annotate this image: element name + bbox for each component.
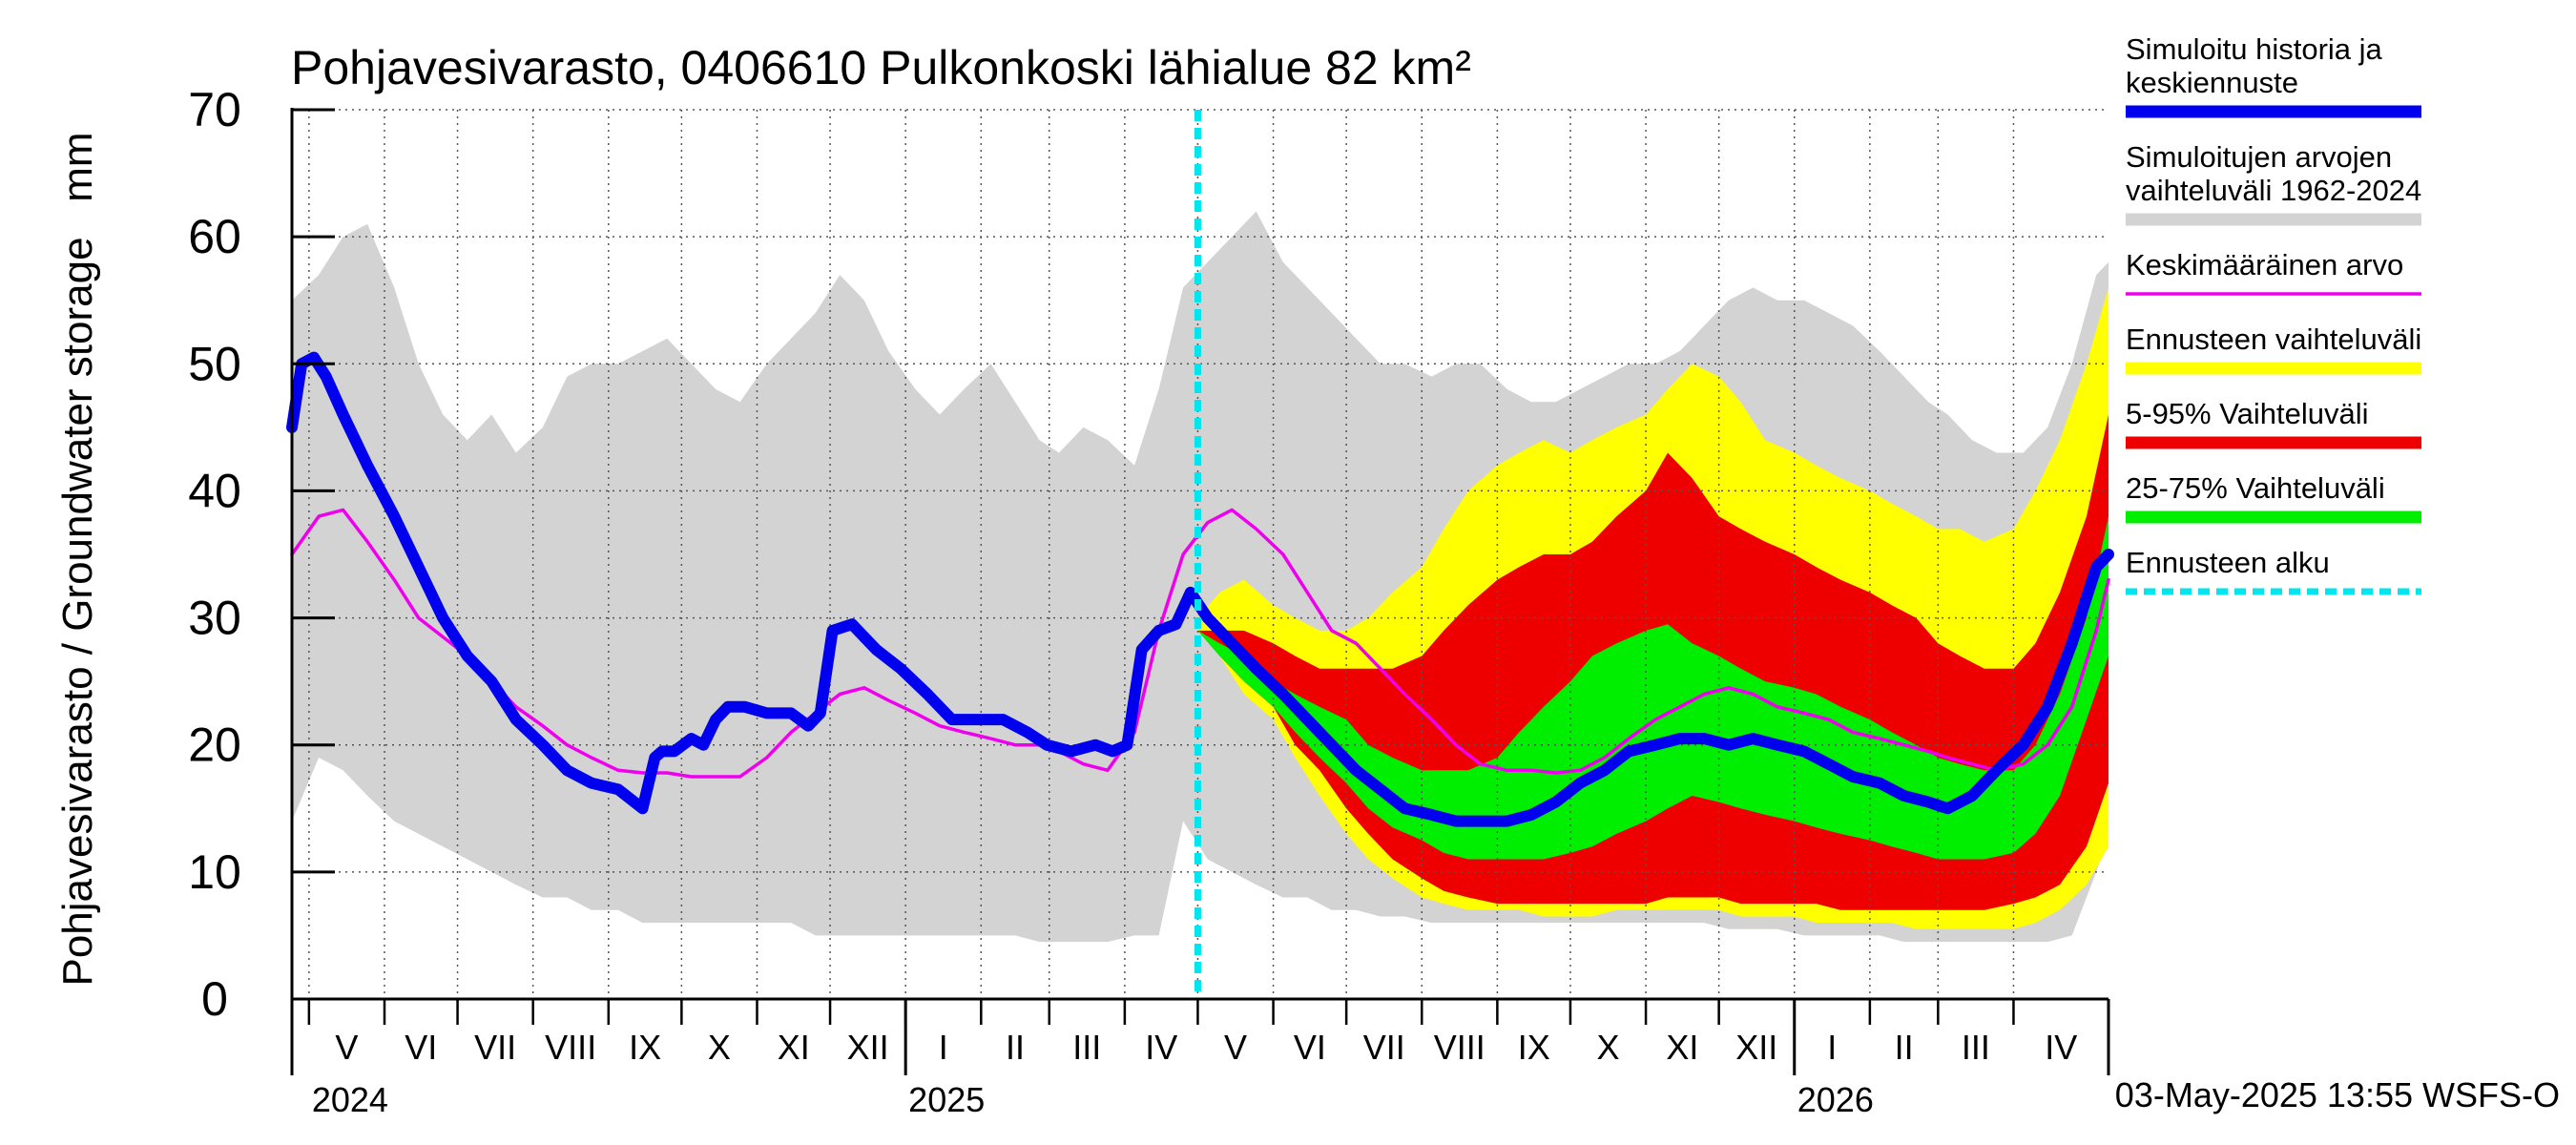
month-label-3: VIII <box>545 1028 596 1067</box>
band-series-3 <box>1197 516 2109 860</box>
month-label-8: I <box>939 1028 948 1067</box>
year-label-2: 2026 <box>1797 1080 1874 1119</box>
y-tick-label-30: 30 <box>188 592 241 645</box>
legend-text-3-0: Ennusteen vaihteluväli <box>2126 323 2421 356</box>
month-label-11: IV <box>1145 1028 1177 1067</box>
month-label-4: IX <box>629 1028 661 1067</box>
month-label-9: II <box>1006 1028 1025 1067</box>
month-label-14: VII <box>1363 1028 1405 1067</box>
legend-text-2-0: Keskimääräinen arvo <box>2126 248 2403 281</box>
month-label-21: II <box>1895 1028 1914 1067</box>
month-label-20: I <box>1827 1028 1837 1067</box>
y-tick-label-50: 50 <box>188 337 241 390</box>
month-label-13: VI <box>1294 1028 1326 1067</box>
month-label-18: XI <box>1666 1028 1698 1067</box>
axes <box>290 108 2110 1075</box>
month-label-17: X <box>1596 1028 1619 1067</box>
month-label-0: V <box>335 1028 358 1067</box>
series-lines <box>286 351 2114 827</box>
month-label-2: VII <box>474 1028 516 1067</box>
y-tick-label-20: 20 <box>188 718 241 772</box>
month-label-23: IV <box>2045 1028 2077 1067</box>
month-label-12: V <box>1224 1028 1247 1067</box>
month-label-6: XI <box>778 1028 810 1067</box>
legend-text-0-1: keskiennuste <box>2126 66 2298 99</box>
month-label-10: III <box>1072 1028 1101 1067</box>
month-label-5: X <box>708 1028 731 1067</box>
y-tick-label-10: 10 <box>188 845 241 899</box>
month-label-7: XII <box>847 1028 889 1067</box>
year-label-0: 2024 <box>312 1080 388 1119</box>
year-label-1: 2025 <box>908 1080 985 1119</box>
line-series-5 <box>286 351 2114 827</box>
month-labels: V VI VII VIII IX X XI XII I II III IV V VI VII VIII IX X X… <box>335 1028 2077 1067</box>
legend-text-5-0: 25-75% Vaihteluväli <box>2126 471 2385 505</box>
legend-text-4-0: 5-95% Vaihteluväli <box>2126 397 2368 430</box>
year-labels: 2024 2025 2026 <box>312 1080 1874 1119</box>
legend-text-1-1: vaihteluväli 1962-2024 <box>2126 174 2421 207</box>
range-bands <box>292 211 2109 943</box>
legend-text-1-0: Simuloitujen arvojen <box>2126 140 2392 174</box>
month-label-1: VI <box>405 1028 437 1067</box>
timestamp-footer: 03-May-2025 13:55 WSFS-O <box>2115 1075 2560 1114</box>
month-label-16: IX <box>1518 1028 1550 1067</box>
chart-title: Pohjavesivarasto, 0406610 Pulkonkoski lä… <box>291 41 1471 94</box>
y-tick-label-70: 70 <box>188 83 241 136</box>
legend-text-6-0: Ennusteen alku <box>2126 546 2330 579</box>
month-label-19: XII <box>1735 1028 1777 1067</box>
month-label-22: III <box>1962 1028 1990 1067</box>
line-series-4 <box>290 508 2110 779</box>
month-label-15: VIII <box>1434 1028 1485 1067</box>
y-tick-label-40: 40 <box>188 464 241 517</box>
y-tick-label-0: 0 <box>201 972 228 1026</box>
legend-text-0-0: Simuloitu historia ja <box>2126 32 2383 66</box>
y-axis-label: Pohjavesivarasto / Groundwater storage m… <box>54 132 101 986</box>
y-tick-label-60: 60 <box>188 210 241 263</box>
y-tick-labels: 0 10 20 30 40 50 60 70 <box>188 83 241 1026</box>
